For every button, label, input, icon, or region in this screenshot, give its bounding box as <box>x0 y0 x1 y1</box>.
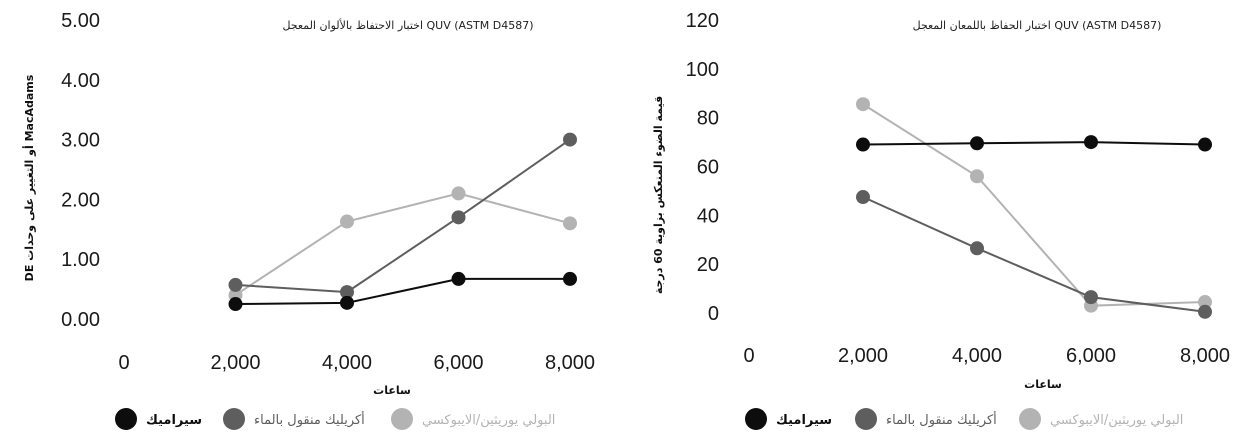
y-axis-label: DE أو التغيير على وحدات MacAdams <box>22 74 36 281</box>
y-tick-label: 120 <box>686 10 719 32</box>
series-line <box>862 103 1206 307</box>
legend-label: أكريليك منقول بالماء <box>886 411 997 428</box>
x-tick-label: 0 <box>118 352 129 374</box>
data-point <box>1198 304 1212 319</box>
y-tick-label: 5.00 <box>61 10 100 32</box>
data-point <box>1198 137 1212 152</box>
series-line <box>234 192 571 296</box>
data-point <box>970 169 984 184</box>
data-point <box>856 190 870 205</box>
legend-marker <box>855 408 877 430</box>
data-point <box>1198 295 1212 310</box>
legend-label: سيراميك <box>776 413 832 428</box>
data-point <box>563 216 577 231</box>
y-tick-label: 1.00 <box>61 249 100 271</box>
chart-title: اختبار الحفاظ باللمعان المعجل QUV (ASTM … <box>913 19 1162 32</box>
series-line <box>235 277 570 306</box>
legend-label: البولي يوريثين/الايبوكسي <box>422 413 555 428</box>
x-tick-label: 0 <box>743 345 754 367</box>
data-point <box>228 297 243 312</box>
x-tick-label: 4,000 <box>322 352 372 374</box>
series-line <box>235 138 571 294</box>
data-point <box>1084 290 1098 305</box>
data-point <box>340 285 354 300</box>
legend-marker <box>745 408 767 430</box>
data-point <box>228 277 243 292</box>
legend-marker <box>115 408 137 430</box>
data-point <box>856 97 870 112</box>
y-tick-label: 80 <box>697 108 719 130</box>
data-point <box>451 186 466 201</box>
legend-label: أكريليك منقول بالماء <box>254 411 365 428</box>
chart-accelerated-color-retention: اختبار الاحتفاظ بالألوان المعجل QUV (AST… <box>22 10 595 430</box>
y-tick-label: 60 <box>697 157 719 179</box>
y-tick-label: 4.00 <box>61 70 100 92</box>
y-tick-label: 2.00 <box>61 189 100 211</box>
data-point <box>856 137 870 152</box>
y-axis-label: قيمة الضوء المنعكس بزاوية 60 درجة <box>652 96 665 294</box>
y-tick-label: 3.00 <box>61 130 100 152</box>
y-tick-label: 20 <box>697 254 719 276</box>
legend-marker <box>223 408 245 430</box>
y-tick-label: 0.00 <box>61 309 100 331</box>
y-tick-label: 0 <box>708 303 719 325</box>
data-point <box>563 132 577 147</box>
series-line <box>862 196 1206 313</box>
legend-marker <box>1019 408 1041 430</box>
data-point <box>563 271 577 286</box>
legend-label: سيراميك <box>146 413 202 428</box>
data-point <box>451 210 466 225</box>
y-tick-label: 40 <box>697 205 719 227</box>
data-point <box>451 271 466 286</box>
data-point <box>340 295 354 310</box>
data-point <box>970 136 984 151</box>
chart-svg-right: اختبار الحفاظ باللمعان المعجل QUV (ASTM … <box>652 10 1230 430</box>
x-axis-label: ساعات <box>373 384 411 397</box>
data-point <box>970 241 984 256</box>
data-point <box>1084 135 1098 150</box>
chart-svg-left: اختبار الاحتفاظ بالألوان المعجل QUV (AST… <box>22 10 595 430</box>
chart-accelerated-gloss-retention: اختبار الحفاظ باللمعان المعجل QUV (ASTM … <box>629 0 1258 434</box>
x-tick-label: 2,000 <box>838 345 888 367</box>
data-point <box>340 214 354 229</box>
series-line <box>862 141 1206 146</box>
chart-title: اختبار الاحتفاظ بالألوان المعجل QUV (AST… <box>282 18 533 32</box>
x-tick-label: 6,000 <box>433 352 483 374</box>
x-axis-label: ساعات <box>1024 378 1062 391</box>
legend-label: البولي يوريثين/الايبوكسي <box>1050 413 1183 428</box>
x-tick-label: 8,000 <box>545 352 595 374</box>
x-tick-label: 8,000 <box>1180 345 1230 367</box>
x-tick-label: 6,000 <box>1066 345 1116 367</box>
legend-marker <box>391 408 413 430</box>
x-tick-label: 2,000 <box>210 352 260 374</box>
x-tick-label: 4,000 <box>952 345 1002 367</box>
y-tick-label: 100 <box>686 59 719 81</box>
